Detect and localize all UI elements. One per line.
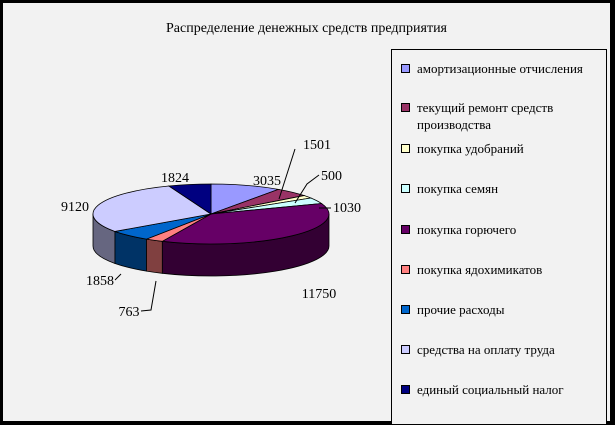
legend-swatch	[401, 225, 410, 234]
leader-line-2	[294, 174, 320, 204]
pie-slice-4	[161, 203, 330, 245]
leader-line-1	[278, 148, 296, 200]
data-label-7: 9120	[61, 200, 89, 215]
leader-line-6	[114, 273, 122, 281]
legend-swatch	[401, 305, 410, 314]
legend-label: покупка ядохимикатов	[417, 262, 543, 277]
pie-side-5	[146, 238, 163, 274]
pie-slice-7	[92, 185, 213, 232]
chart-title: Распределение денежных средств предприят…	[165, 21, 447, 36]
legend-swatch	[401, 385, 410, 394]
data-label-3: 1030	[333, 201, 361, 216]
legend-swatch	[401, 103, 410, 112]
data-label-8: 1824	[161, 171, 189, 186]
data-label-1: 1501	[303, 138, 331, 153]
legend-swatch	[401, 265, 410, 274]
legend-label: текущий ремонт средств производства	[417, 100, 554, 132]
legend-swatch	[401, 144, 410, 153]
legend: амортизационные отчисления текущий ремонт…	[391, 49, 607, 425]
legend-label: прочие расходы	[417, 302, 505, 317]
pie-chart: 3035 1501 500 1030 11750 763 1858 9120 1824	[61, 138, 361, 320]
legend-label: покупка горючего	[417, 222, 517, 237]
data-label-6: 1858	[86, 274, 114, 289]
legend-label: амортизационные отчисления	[417, 61, 583, 76]
legend-label: единый социальный налог	[417, 382, 564, 397]
legend-label: покупка удобраний	[417, 141, 524, 156]
legend-swatch	[401, 64, 410, 73]
legend-swatch	[401, 345, 410, 354]
legend-label: покупка семян	[417, 181, 499, 196]
leader-line-5	[140, 280, 157, 312]
legend-swatch	[401, 184, 410, 193]
pie-slice-8	[167, 183, 212, 215]
data-label-0: 3035	[253, 174, 281, 189]
data-label-2: 500	[321, 169, 342, 184]
data-label-4: 11750	[302, 287, 336, 302]
legend-label: средства на оплату труда	[417, 342, 555, 357]
chart-area: Распределение денежных средств предприят…	[3, 3, 610, 425]
data-label-5: 763	[119, 305, 140, 320]
